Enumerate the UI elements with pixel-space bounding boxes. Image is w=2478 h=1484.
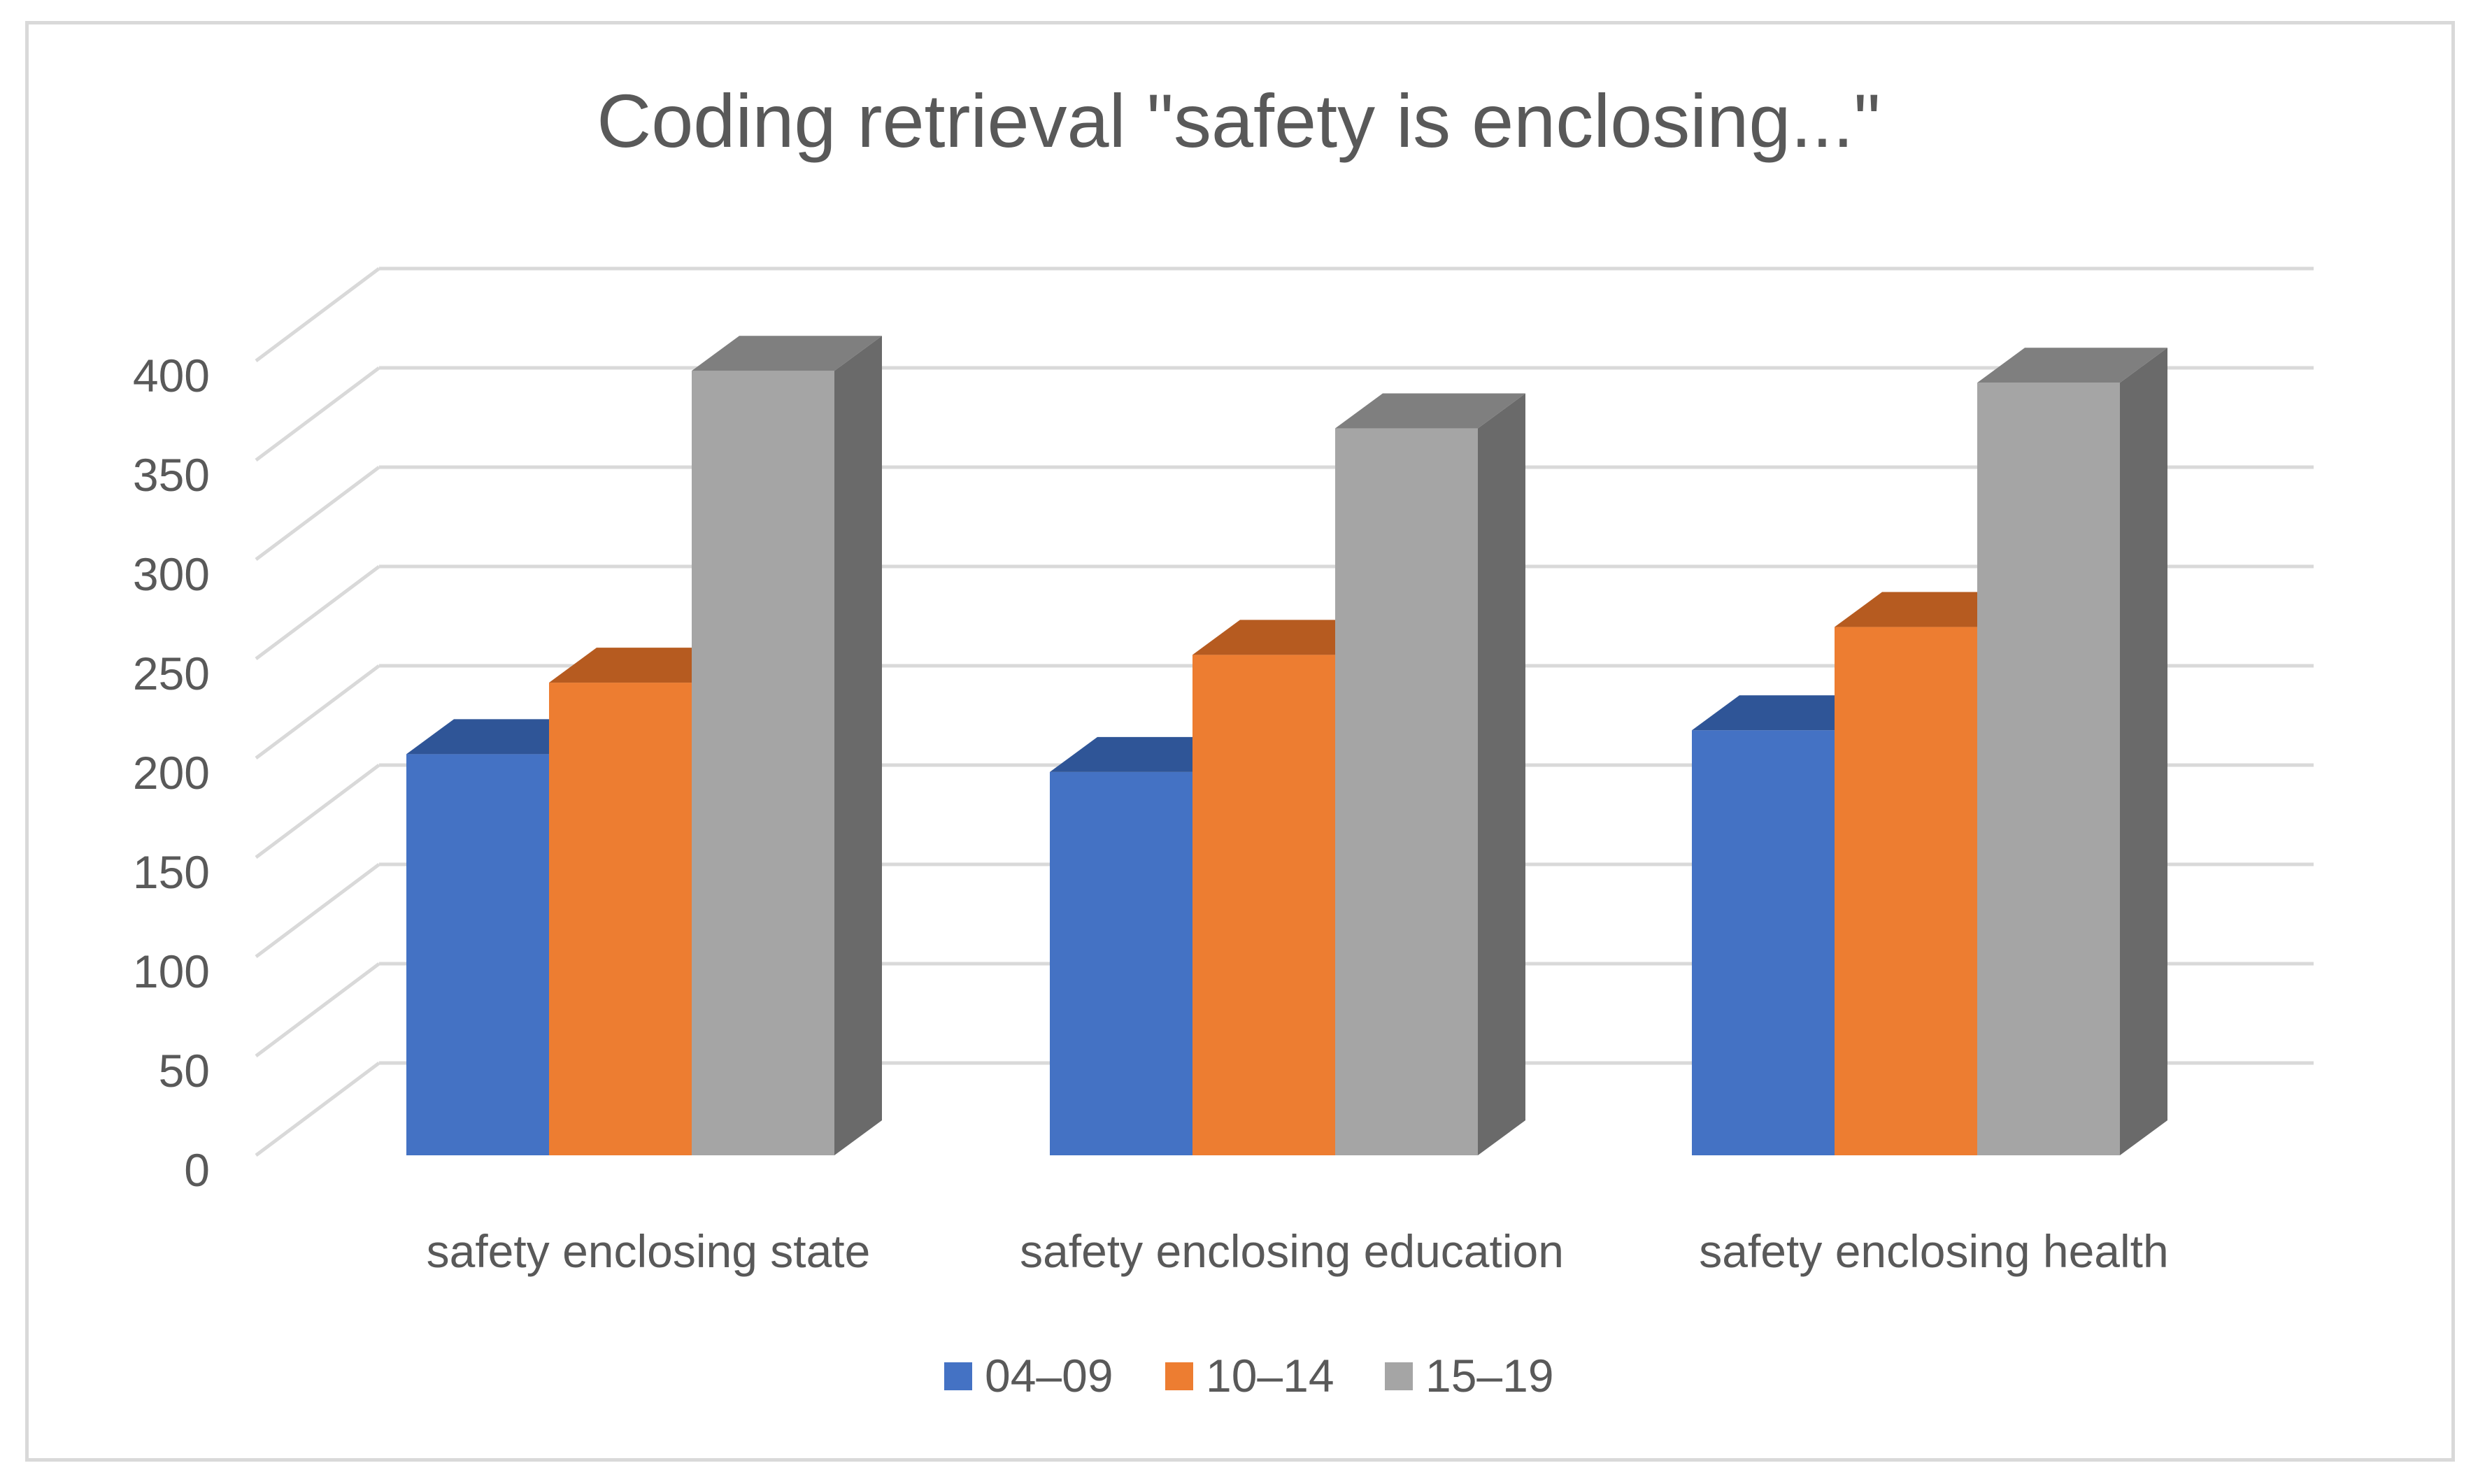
bar-04–09-2 bbox=[1692, 695, 1882, 1155]
bar-top bbox=[1977, 348, 2167, 383]
bar-side bbox=[1478, 393, 1525, 1155]
y-tick-label: 250 bbox=[133, 648, 210, 699]
bar-front bbox=[406, 754, 549, 1155]
bar-15–19-2 bbox=[1977, 348, 2167, 1155]
bar-front bbox=[1835, 627, 1977, 1155]
legend-swatch bbox=[1165, 1362, 1193, 1390]
bar-side bbox=[2120, 348, 2167, 1155]
category-label: safety enclosing state bbox=[427, 1225, 871, 1277]
legend: 04–09 10–14 15–19 bbox=[944, 1350, 1554, 1401]
legend-label: 15–19 bbox=[1425, 1350, 1554, 1401]
gridline-depth-300 bbox=[255, 466, 380, 561]
y-tick-label: 300 bbox=[133, 548, 210, 600]
y-tick-label: 400 bbox=[133, 350, 210, 401]
y-tick-label: 100 bbox=[133, 946, 210, 997]
bar-10–14-1 bbox=[1192, 620, 1383, 1155]
bar-front bbox=[1977, 383, 2120, 1155]
bar-15–19-1 bbox=[1335, 393, 1525, 1155]
y-tick-label: 200 bbox=[133, 747, 210, 799]
bars bbox=[406, 336, 2167, 1156]
y-tick-label: 50 bbox=[159, 1045, 210, 1097]
gridline-depth-150 bbox=[255, 764, 380, 859]
y-tick-label: 350 bbox=[133, 449, 210, 501]
bar-side bbox=[834, 336, 882, 1156]
bar-15–19-0 bbox=[692, 336, 882, 1156]
bar-front bbox=[1192, 655, 1335, 1155]
y-tick-label: 0 bbox=[184, 1144, 210, 1196]
gridline-depth-350 bbox=[255, 366, 380, 462]
category-label: safety enclosing education bbox=[1020, 1225, 1564, 1277]
bar-top bbox=[692, 336, 882, 371]
bar-front bbox=[692, 371, 834, 1156]
x-axis-category-labels: safety enclosing state safety enclosing e… bbox=[427, 1225, 2169, 1277]
category-label: safety enclosing health bbox=[1699, 1225, 2168, 1277]
bar-front bbox=[1335, 428, 1478, 1155]
legend-swatch bbox=[944, 1362, 972, 1390]
bar-10–14-0 bbox=[549, 648, 739, 1155]
bar-front bbox=[1692, 730, 1835, 1155]
bar-front bbox=[549, 683, 692, 1155]
gridline-depth-50 bbox=[255, 962, 380, 1057]
chart-title: Coding retrieval "safety is enclosing...… bbox=[597, 78, 1881, 163]
legend-swatch bbox=[1385, 1362, 1413, 1390]
gridline-depth-250 bbox=[255, 565, 380, 660]
gridline-depth-0 bbox=[255, 1062, 380, 1157]
gridline-depth-200 bbox=[255, 664, 380, 759]
bar-front bbox=[1050, 771, 1192, 1155]
gridline-depth-400 bbox=[255, 267, 380, 362]
gridline-depth-100 bbox=[255, 863, 380, 958]
y-axis-tick-labels: 0 50 100 150 200 250 300 350 400 bbox=[133, 350, 210, 1196]
legend-label: 10–14 bbox=[1206, 1350, 1334, 1401]
y-tick-label: 150 bbox=[133, 846, 210, 898]
bar-top bbox=[1335, 393, 1525, 429]
legend-label: 04–09 bbox=[985, 1350, 1113, 1401]
